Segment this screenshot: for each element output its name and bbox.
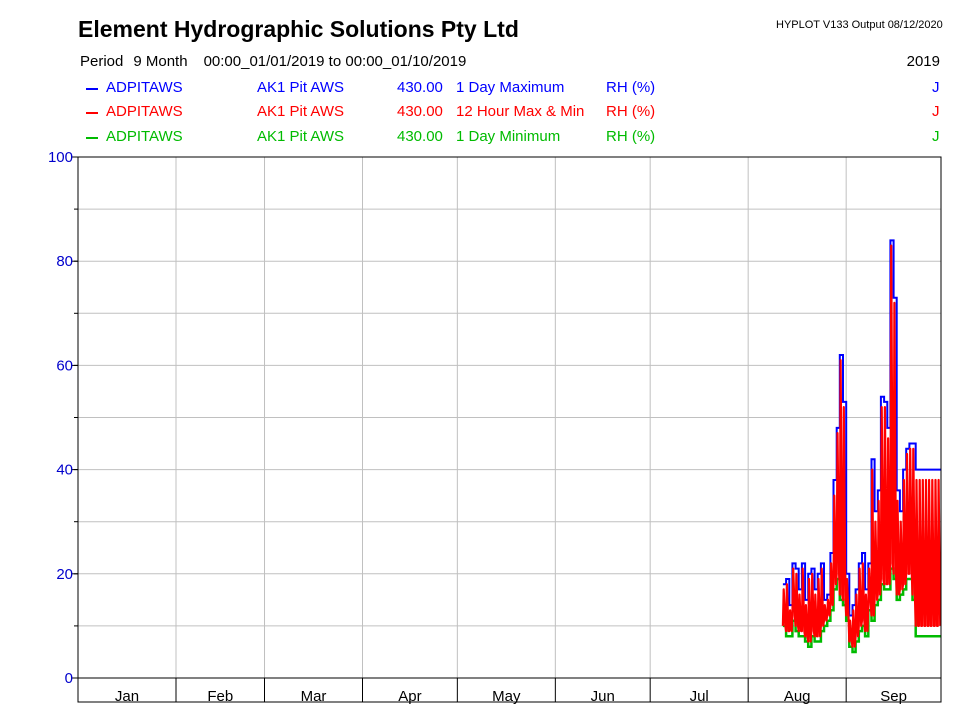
legend-flag: J [932,128,940,145]
legend-flag: J [932,103,940,120]
y-tick-label: 100 [48,149,73,166]
legend-stat: 1 Day Minimum [456,128,561,145]
year-label: 2019 [906,53,940,70]
legend-name: AK1 Pit AWS [257,128,344,145]
legend-flag: J [932,79,940,96]
x-tick-label: Jan [115,688,139,705]
legend-name: AK1 Pit AWS [257,79,344,96]
legend-swatch-maxmin [86,112,98,114]
legend-swatch-max [86,88,98,90]
y-tick-label: 80 [56,253,73,270]
legend-site: ADPITAWS [106,79,183,96]
version-stamp: HYPLOT V133 Output 08/12/2020 [776,19,943,31]
x-tick-label: Apr [398,688,421,705]
legend-code: 430.00 [397,103,443,120]
legend-unit: RH (%) [606,79,656,96]
series-layer [781,239,942,654]
legend-row-maxmin: ADPITAWS AK1 Pit AWS 430.00 12 Hour Max … [0,103,968,123]
period-length: 9 Month [133,53,188,70]
x-axis-band [77,677,942,703]
legend-row-min: ADPITAWS AK1 Pit AWS 430.00 1 Day Minimu… [0,128,968,148]
legend-unit: RH (%) [606,103,656,120]
x-tick-label: Aug [784,688,811,705]
legend-stat: 1 Day Maximum [456,79,565,96]
legend-code: 430.00 [397,128,443,145]
x-tick-label: Feb [207,688,233,705]
x-tick-label: May [492,688,521,705]
series-line-day-minimum [782,567,941,654]
chart-title: Element Hydrographic Solutions Pty Ltd [78,16,519,42]
legend-site: ADPITAWS [106,103,183,120]
x-tick-label: Mar [301,688,327,705]
x-tick-label: Jul [690,688,709,705]
x-tick-label: Jun [591,688,615,705]
legend-code: 430.00 [397,79,443,96]
grid-layer [78,157,941,678]
period-range: 00:00_01/01/2019 to 00:00_01/10/2019 [203,53,467,70]
legend-row-max: ADPITAWS AK1 Pit AWS 430.00 1 Day Maximu… [0,79,968,99]
y-tick-label: 20 [56,566,73,583]
period-label: Period [80,53,124,70]
legend-stat: 12 Hour Max & Min [456,103,585,120]
legend-name: AK1 Pit AWS [257,103,344,120]
legend-unit: RH (%) [606,128,656,145]
legend-site: ADPITAWS [106,128,183,145]
y-tick-label: 60 [56,357,73,374]
y-tick-label: 40 [56,462,73,479]
axis-layer: Jan Feb Mar Apr May Jun Jul Aug Sep 0 20 40 60 80 100 [48,149,942,705]
series-line-12hour-maxmin [781,244,942,648]
x-tick-label: Sep [880,688,907,705]
period-line: Period 9 Month 00:00_01/01/2019 to 00:00_0… [80,53,466,70]
y-tick-label: 0 [65,670,73,687]
legend-swatch-min [86,137,98,139]
